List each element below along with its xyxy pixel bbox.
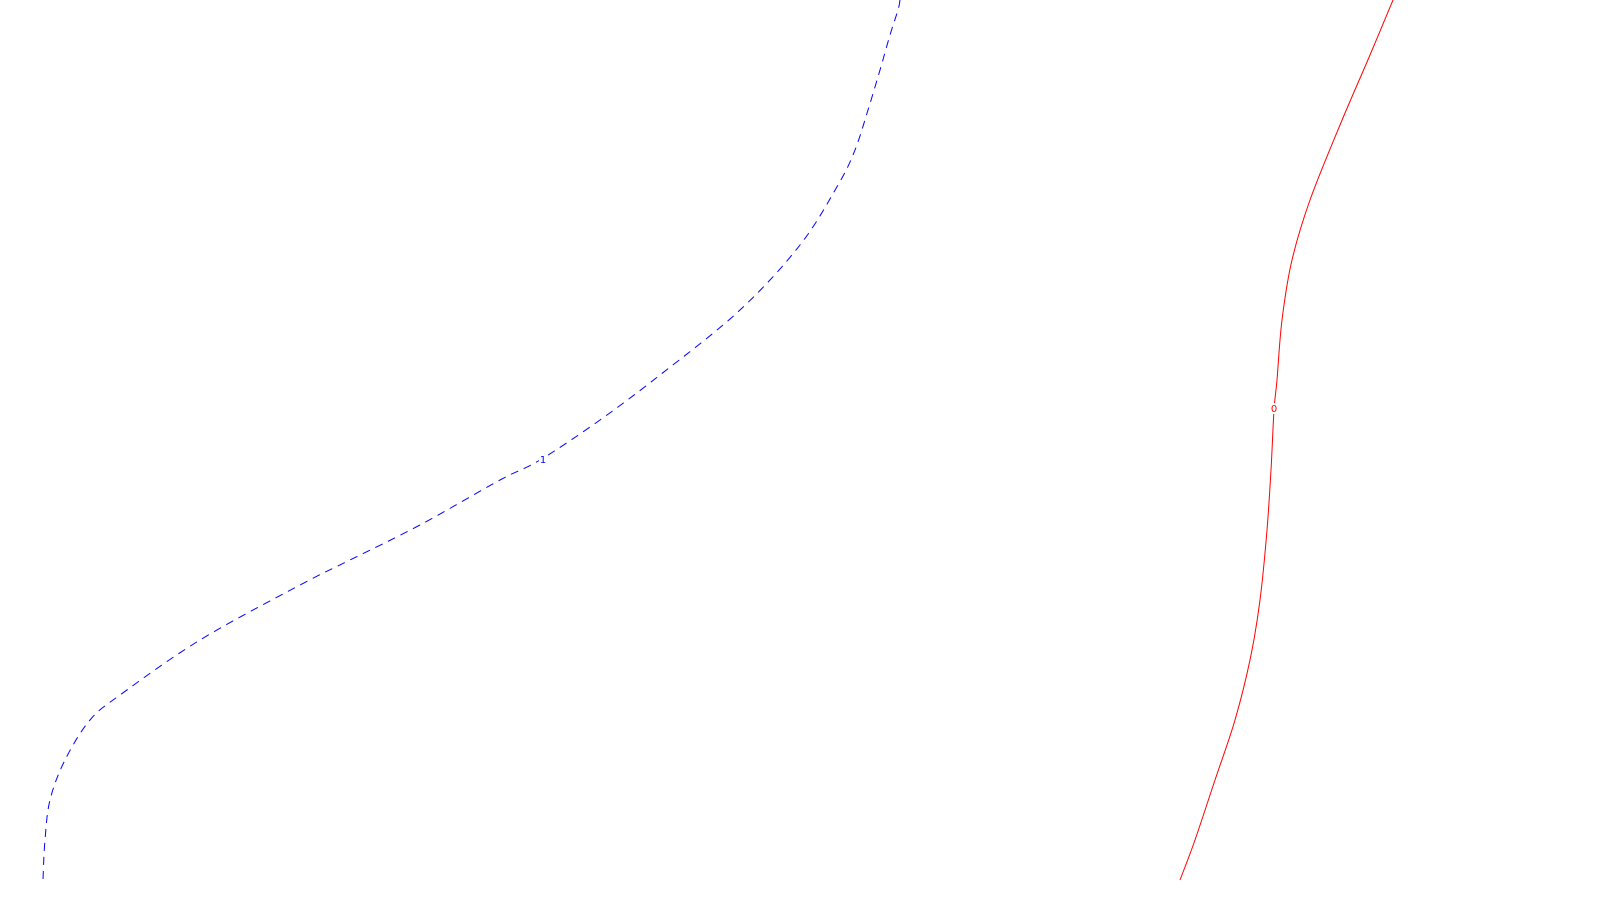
contour-label-background (539, 454, 547, 465)
contour-label-background (1270, 403, 1278, 414)
contour-line-1 (42, 0, 901, 881)
contour-label-1: 1 (540, 455, 546, 466)
contour-line-0 (1179, 0, 1394, 881)
contour-label-0: 0 (1271, 404, 1277, 415)
